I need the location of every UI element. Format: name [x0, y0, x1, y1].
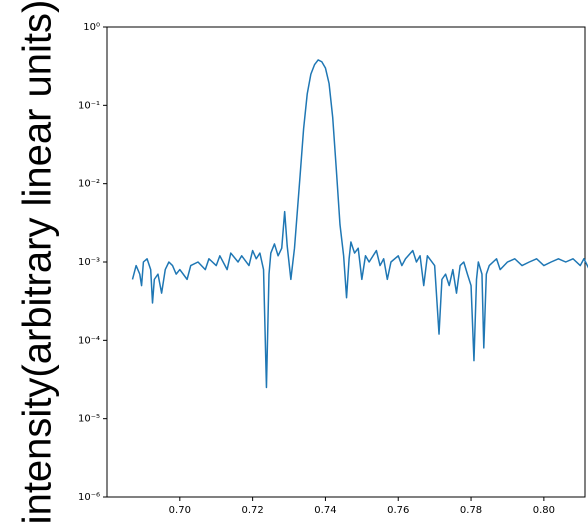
y-tick-label: 10⁻³ [78, 257, 100, 268]
y-tick-label: 10⁻² [78, 179, 100, 190]
x-tick-label: 0.74 [314, 505, 336, 516]
x-tick-label: 0.70 [169, 505, 191, 516]
x-tick-label: 0.78 [460, 505, 482, 516]
y-axis-label: intensity(arbitrary linear units) [16, 0, 60, 523]
y-tick-label: 10⁻¹ [78, 100, 100, 111]
y-tick-label: 10⁻⁵ [78, 414, 100, 425]
x-tick-label: 0.80 [533, 505, 555, 516]
data-line [131, 59, 588, 389]
y-tick-label: 10⁰ [83, 22, 100, 33]
x-tick-label: 0.76 [387, 505, 409, 516]
x-tick-label: 0.72 [241, 505, 263, 516]
y-tick-label: 10⁻⁶ [78, 492, 100, 503]
y-tick-label: 10⁻⁴ [78, 335, 100, 346]
plot-frame [106, 26, 586, 498]
